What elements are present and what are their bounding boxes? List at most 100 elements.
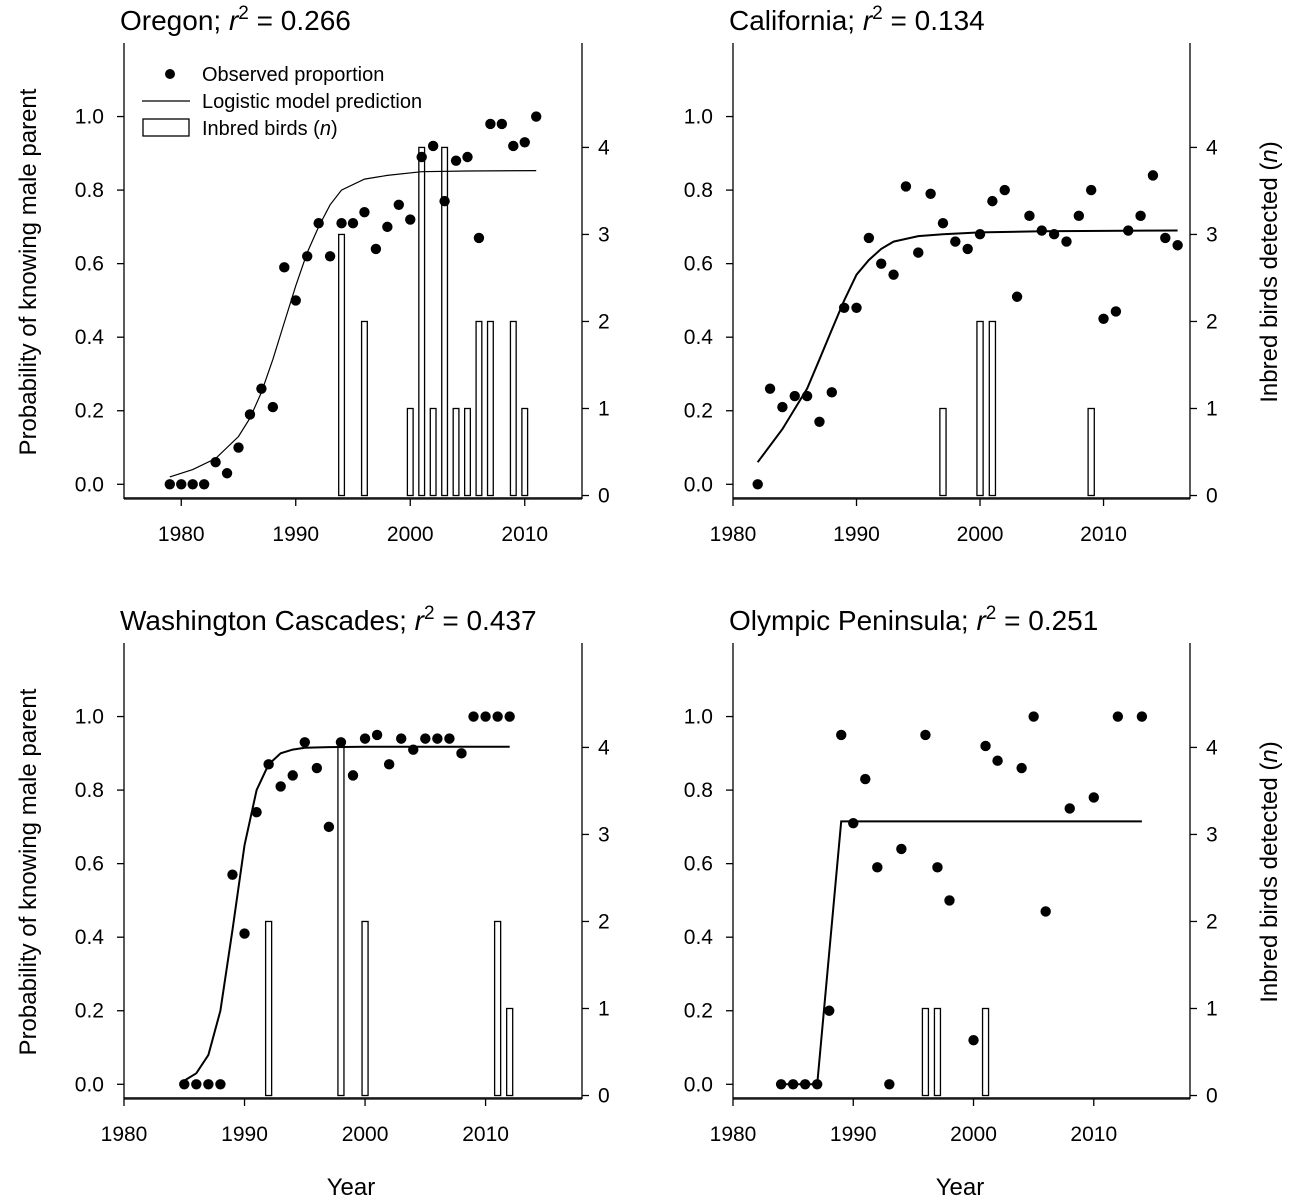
observed-point	[777, 401, 788, 413]
y2-tick-label: 3	[1206, 223, 1218, 246]
panel-california: California; r2 = 0.134 0.0 0.2 0.4 0.6 0.8 1.0…	[684, 3, 1218, 546]
observed-point	[267, 401, 279, 413]
observed-point	[444, 733, 455, 744]
observed-point	[251, 806, 262, 818]
inbred-bar	[506, 1007, 514, 1097]
y-axis-label-left: Probability of knowing male parent	[15, 688, 42, 1055]
observed-point	[1028, 711, 1039, 722]
inbred-bar	[429, 407, 437, 497]
observed-point	[396, 733, 407, 744]
observed-point	[752, 479, 763, 490]
x-axis-label: Year	[936, 1174, 985, 1201]
inbred-bar	[988, 320, 997, 497]
y2-tick-label: 2	[598, 910, 610, 933]
x-tick-label: 1990	[830, 1123, 877, 1146]
model-line	[756, 229, 1178, 463]
observed-point	[508, 140, 519, 152]
y-tick-label: 0.8	[684, 779, 713, 802]
observed-point	[370, 243, 382, 255]
observed-point	[239, 928, 250, 939]
y-tick-label: 0.8	[75, 179, 104, 202]
observed-point	[279, 262, 290, 273]
y-tick-label: 0.2	[684, 1000, 713, 1023]
observed-point	[884, 1079, 895, 1090]
observed-point	[313, 217, 324, 229]
x-tick-label: 2000	[950, 1123, 997, 1146]
observed-point	[456, 748, 467, 759]
observed-point	[826, 387, 838, 398]
observed-point	[299, 737, 310, 748]
y2-tick-label: 4	[598, 736, 610, 759]
y2-tick-label: 4	[1206, 736, 1218, 759]
legend: Observed proportion Logistic model predic…	[142, 64, 422, 140]
observed-point	[179, 1079, 190, 1090]
observed-point	[1011, 291, 1023, 302]
inbred-bar	[264, 920, 273, 1097]
observed-point	[405, 214, 416, 225]
y-tick-label: 0.0	[684, 473, 713, 496]
y2-tick-label: 3	[598, 823, 610, 846]
observed-point	[999, 184, 1010, 196]
inbred-bar	[338, 233, 346, 497]
x-tick-label: 2000	[342, 1123, 389, 1146]
observed-point	[275, 781, 286, 792]
observed-point	[263, 759, 274, 770]
y2-tick-label: 1	[1206, 397, 1218, 420]
observed-point	[787, 1079, 799, 1090]
observed-point	[1112, 711, 1124, 722]
observed-point	[1064, 803, 1075, 814]
observed-point	[1016, 762, 1027, 774]
observed-point	[427, 140, 439, 152]
observed-point	[950, 236, 961, 247]
observed-point	[1110, 306, 1122, 317]
observed-point	[851, 302, 862, 313]
y-tick-label: 0.4	[684, 926, 714, 949]
panel-oregon: Oregon; r2 = 0.266 0.0 0.2 0.4 0.6 0.8 1.0 0 1 2 3…	[75, 3, 610, 546]
observed-point	[519, 137, 530, 148]
observed-point	[382, 221, 393, 233]
observed-point	[335, 737, 347, 748]
observed-point	[323, 821, 335, 833]
observed-point	[863, 232, 875, 244]
inbred-bar	[452, 407, 460, 497]
y2-tick-label: 2	[1206, 910, 1218, 933]
observed-point	[801, 390, 813, 402]
y-tick-label: 0.0	[75, 473, 104, 496]
panel-title: California; r2 = 0.134	[729, 3, 985, 36]
observed-point	[496, 118, 508, 130]
observed-point	[872, 862, 883, 873]
legend-marker-dot	[165, 69, 175, 79]
observed-point	[287, 770, 298, 781]
y-tick-label: 0.2	[75, 400, 104, 423]
x-tick-label: 2010	[1080, 523, 1127, 546]
y2-tick-label: 0	[1206, 1085, 1218, 1108]
observed-point	[1147, 170, 1159, 181]
y-tick-label: 0.8	[75, 779, 104, 802]
observed-point	[347, 770, 359, 781]
observed-point	[311, 762, 323, 774]
observed-point	[416, 151, 427, 163]
observed-point	[450, 155, 462, 166]
observed-point	[485, 118, 496, 130]
observed-point	[492, 711, 503, 722]
observed-point	[920, 729, 931, 741]
observed-point	[504, 711, 515, 722]
observed-point	[408, 744, 419, 755]
observed-point	[439, 195, 450, 207]
observed-point	[302, 251, 313, 262]
y2-tick-label: 1	[598, 397, 610, 420]
x-tick-label: 1980	[101, 1123, 148, 1146]
observed-point	[811, 1079, 823, 1090]
y2-tick-label: 2	[1206, 310, 1218, 333]
observed-point	[1085, 184, 1097, 196]
y-tick-label: 0.4	[75, 926, 105, 949]
observed-point	[925, 188, 936, 199]
observed-point	[888, 269, 899, 280]
y-tick-label: 0.6	[684, 853, 713, 876]
model-line	[781, 820, 1142, 1086]
observed-point	[992, 755, 1003, 766]
inbred-bar	[361, 920, 369, 1097]
observed-point	[462, 151, 473, 163]
observed-point	[203, 1079, 214, 1090]
